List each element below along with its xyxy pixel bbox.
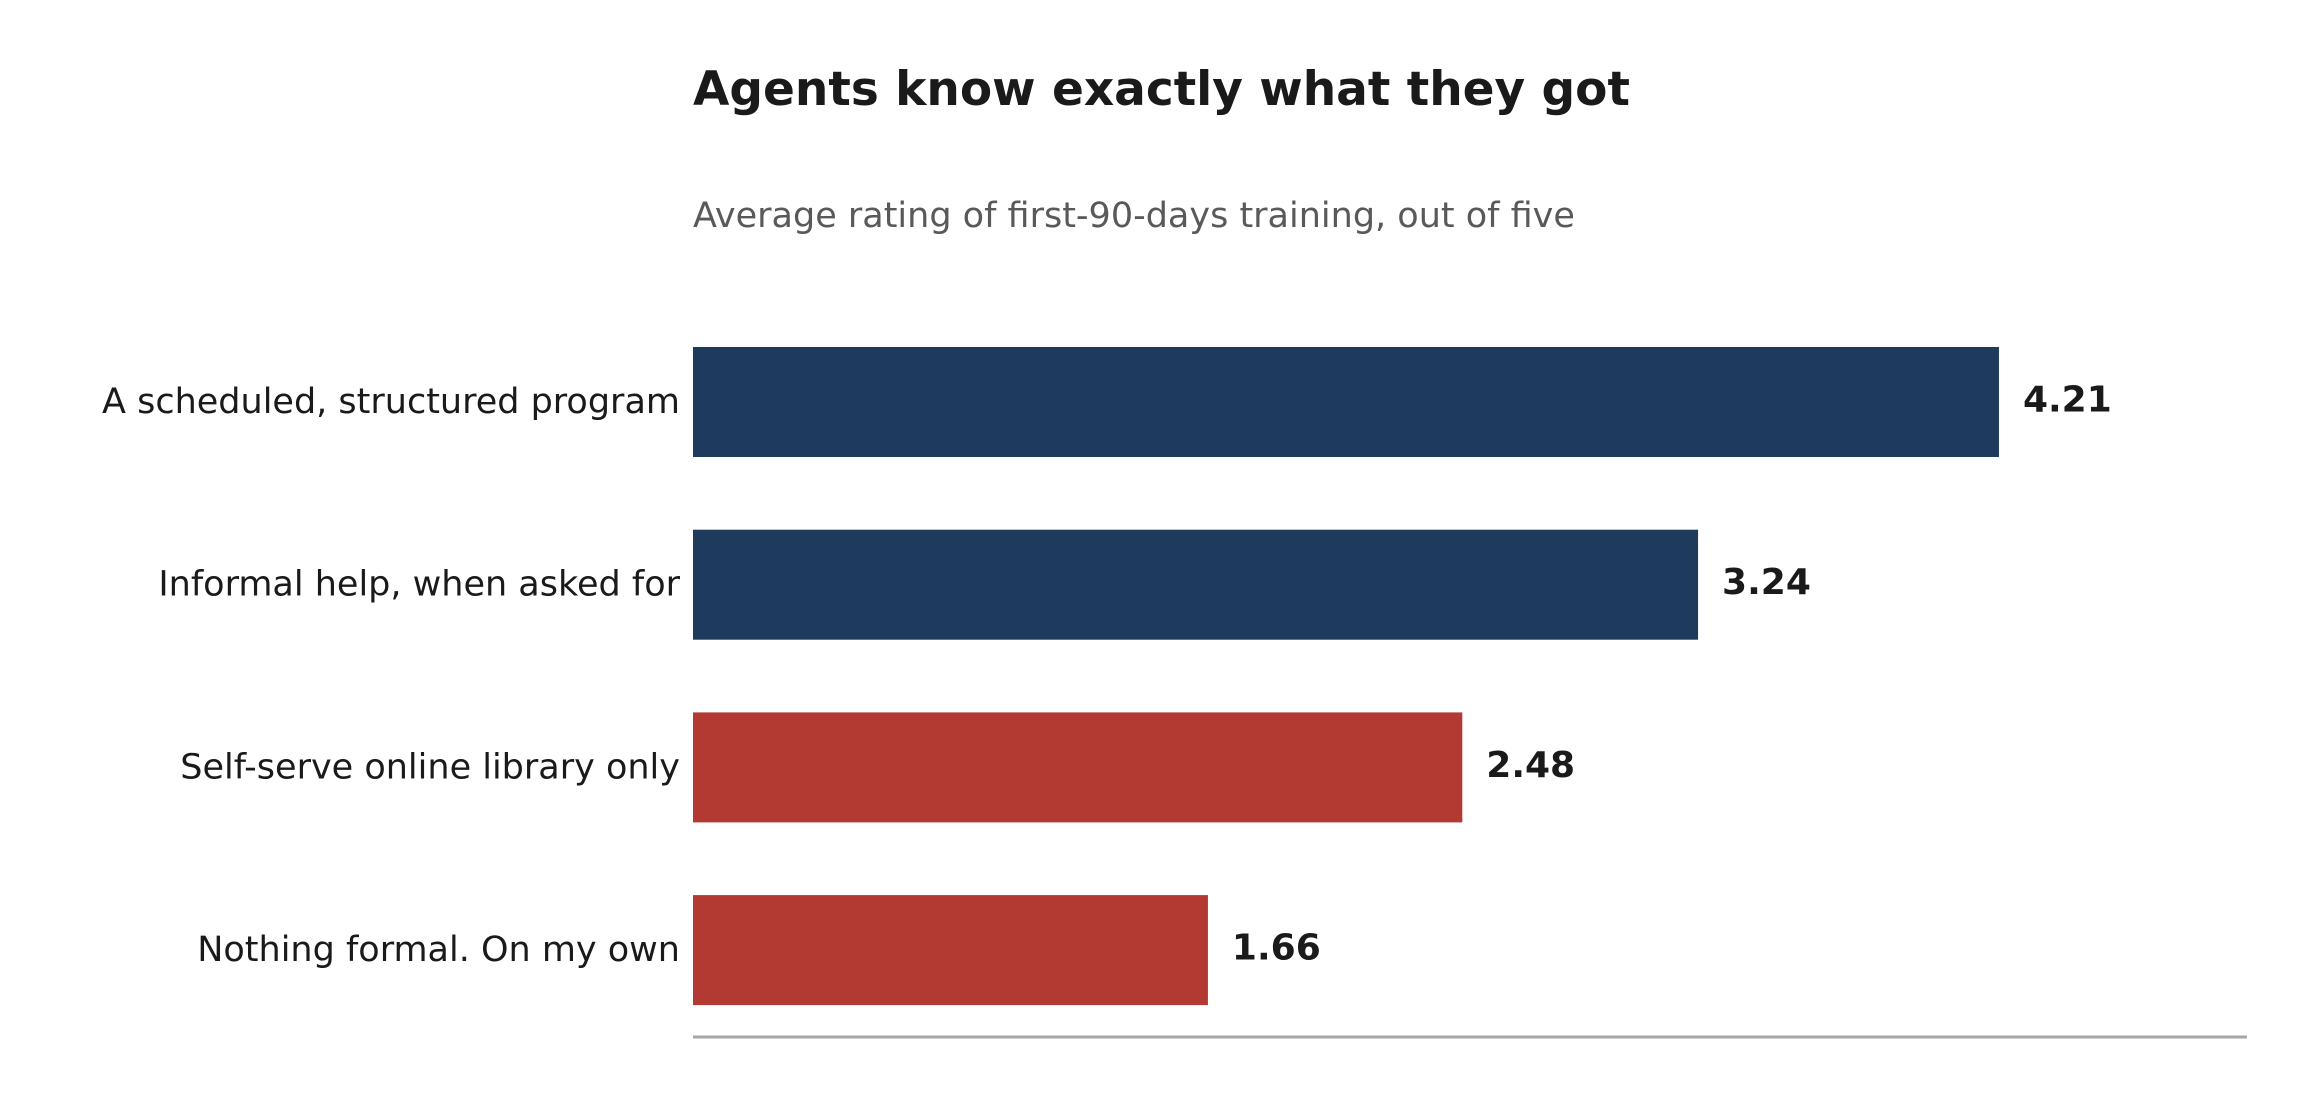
value-label: 3.24 — [1722, 562, 1811, 603]
bar-3 — [693, 712, 1463, 823]
value-label: 2.48 — [1486, 745, 1575, 786]
chart-subtitle: Average rating of first-90-days training… — [693, 196, 1575, 236]
category-label: Self-serve online library only — [180, 747, 680, 787]
bars-layer: A scheduled, structured program 4.21 Infor… — [102, 347, 2112, 1006]
category-label: Informal help, when asked for — [158, 565, 680, 605]
category-label: Nothing formal. On my own — [197, 930, 680, 970]
value-label: 1.66 — [1232, 928, 1321, 969]
bar-4 — [693, 895, 1208, 1006]
category-label: A scheduled, structured program — [102, 382, 680, 422]
value-label: 4.21 — [2023, 380, 2112, 421]
bar-1 — [693, 347, 1999, 457]
bar-2 — [693, 529, 1699, 640]
chart-title: Agents know exactly what they got — [693, 62, 1630, 117]
